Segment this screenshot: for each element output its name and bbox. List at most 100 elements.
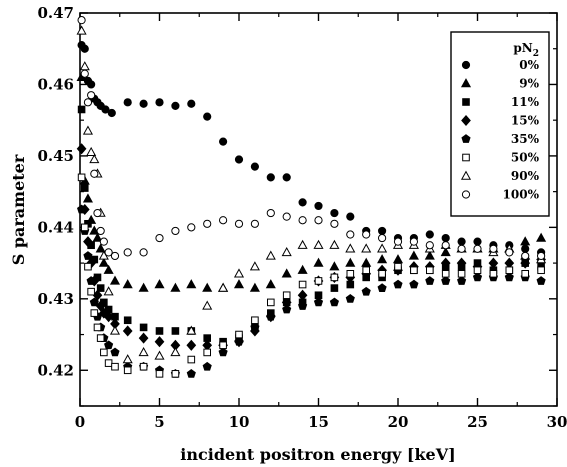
legend-item-100-pct: 100% <box>461 188 540 202</box>
data-point <box>297 264 308 274</box>
data-point <box>393 237 403 246</box>
data-point <box>218 282 229 292</box>
data-point <box>171 327 180 335</box>
data-point <box>154 350 165 360</box>
data-point <box>330 208 339 218</box>
legend-item-0-pct: 0% <box>461 58 540 72</box>
x-tick-label: 30 <box>547 413 567 431</box>
legend-marker <box>460 78 472 88</box>
data-point <box>392 254 404 264</box>
legend-entries: 0% 9% 11% 15% 35% 50% 90% 100% <box>460 58 540 202</box>
data-point <box>377 283 387 292</box>
data-point <box>537 251 546 261</box>
data-point <box>219 216 228 225</box>
data-point <box>122 279 133 289</box>
legend-item-15-pct: 15% <box>461 114 540 128</box>
data-point <box>329 239 340 249</box>
data-point <box>89 225 100 235</box>
data-point <box>110 251 120 261</box>
data-point <box>378 233 387 243</box>
y-tick-label: 0.46 <box>37 75 74 93</box>
data-point <box>89 297 99 307</box>
data-point <box>104 359 113 367</box>
data-point <box>345 294 355 303</box>
data-point <box>98 257 109 267</box>
data-point <box>76 25 87 35</box>
data-point <box>109 325 121 335</box>
data-point <box>233 268 245 278</box>
y-axis: 0.42 0.43 0.44 0.45 0.46 0.47 <box>37 4 557 407</box>
x-tick-label: 5 <box>154 413 164 431</box>
data-point <box>425 241 434 250</box>
data-point <box>80 223 89 232</box>
data-point <box>266 311 276 321</box>
legend-item-35-pct: 35% <box>461 132 540 146</box>
y-tick-label: 0.44 <box>37 218 74 236</box>
data-point <box>80 184 89 192</box>
data-point <box>266 173 275 182</box>
data-point <box>409 279 419 289</box>
data-point <box>505 266 514 275</box>
data-point <box>329 261 340 271</box>
data-point <box>170 346 181 357</box>
legend-item-11-pct: 11% <box>462 95 540 109</box>
data-point <box>109 275 121 285</box>
data-point <box>96 284 105 292</box>
data-point <box>536 232 547 242</box>
data-point <box>103 264 114 274</box>
legend-label: 100% <box>503 188 540 202</box>
data-point <box>83 98 93 107</box>
data-point <box>298 280 307 289</box>
data-point <box>346 230 355 239</box>
data-point <box>234 336 244 346</box>
data-point <box>345 257 356 267</box>
data-point <box>440 257 451 269</box>
data-point <box>409 237 418 246</box>
data-point <box>282 173 291 182</box>
data-point <box>521 270 530 278</box>
data-point <box>203 348 211 357</box>
data-point <box>84 262 92 271</box>
legend-marker <box>461 114 471 127</box>
x-tick-label: 15 <box>308 413 329 431</box>
x-tick-label: 20 <box>388 413 409 431</box>
legend-item-90-pct: 90% <box>460 169 540 183</box>
data-point <box>281 246 292 257</box>
data-point <box>123 316 132 325</box>
data-point <box>86 146 97 157</box>
data-point <box>203 219 212 228</box>
series-100-pct <box>77 16 546 261</box>
data-point <box>346 270 355 278</box>
y-tick-label: 0.45 <box>37 147 74 165</box>
data-point <box>282 291 291 300</box>
legend-marker <box>462 98 470 106</box>
data-point <box>123 366 132 375</box>
data-point <box>101 105 110 114</box>
data-point <box>187 355 196 364</box>
data-point <box>87 80 96 89</box>
data-point <box>93 208 102 218</box>
data-point <box>186 369 196 378</box>
data-point <box>202 300 213 310</box>
data-point <box>170 282 181 292</box>
data-point <box>82 193 93 203</box>
data-point <box>186 325 197 335</box>
data-point <box>297 239 308 249</box>
data-point <box>77 173 86 182</box>
data-point <box>520 236 531 246</box>
data-point <box>250 162 259 171</box>
data-point <box>489 270 498 278</box>
data-point <box>103 286 114 296</box>
data-point <box>155 233 164 243</box>
data-point <box>394 262 402 271</box>
data-point <box>536 276 546 285</box>
y-axis-title: S parameter <box>9 154 28 265</box>
data-point <box>521 251 530 261</box>
y-tick-label: 0.43 <box>37 290 74 308</box>
data-point <box>139 248 148 257</box>
data-point <box>186 339 197 351</box>
data-point <box>410 266 418 275</box>
data-point <box>95 243 106 253</box>
data-point <box>314 277 323 285</box>
